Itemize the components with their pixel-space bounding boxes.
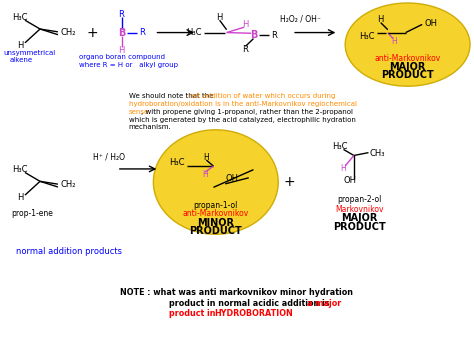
Text: H: H: [17, 193, 23, 202]
Text: B: B: [118, 27, 125, 37]
Text: propan-1-ol: propan-1-ol: [193, 201, 238, 210]
Text: alkene: alkene: [10, 57, 33, 63]
Text: which is generated by the acid catalyzed, electrophilic hydration: which is generated by the acid catalyzed…: [128, 117, 356, 123]
Text: H₃C: H₃C: [12, 165, 28, 174]
Text: organo boran compound: organo boran compound: [79, 54, 165, 60]
Text: MINOR: MINOR: [197, 218, 234, 228]
Text: HYDROBORATION: HYDROBORATION: [214, 309, 293, 318]
Text: H: H: [202, 170, 208, 180]
Text: PRODUCT: PRODUCT: [333, 222, 386, 232]
Text: where R = H or   alkyl group: where R = H or alkyl group: [79, 62, 178, 68]
Text: H: H: [118, 46, 125, 55]
Text: normal addition products: normal addition products: [16, 247, 121, 256]
Text: product in normal acidic addition is: product in normal acidic addition is: [169, 299, 332, 308]
Text: CH₂: CH₂: [60, 28, 76, 37]
Text: H₃C: H₃C: [332, 142, 347, 151]
Text: H₃C: H₃C: [169, 158, 184, 167]
Text: anti-Markovnikov: anti-Markovnikov: [374, 54, 441, 62]
Text: Markovnikov: Markovnikov: [335, 205, 384, 214]
Text: H₃C: H₃C: [186, 28, 201, 37]
Text: sense: sense: [128, 109, 149, 115]
Text: H: H: [391, 37, 397, 46]
Text: anti-Markovnikov: anti-Markovnikov: [182, 210, 249, 218]
Text: R: R: [118, 10, 125, 19]
Text: mechanism.: mechanism.: [128, 125, 172, 131]
Text: CH₃: CH₃: [370, 149, 385, 158]
Text: We should note that the: We should note that the: [128, 93, 215, 99]
Text: net addition of water which occurs during: net addition of water which occurs durin…: [189, 93, 336, 99]
Text: R: R: [139, 28, 145, 37]
Text: H: H: [17, 41, 23, 50]
Text: OH: OH: [226, 174, 239, 183]
Text: +: +: [87, 26, 98, 40]
Text: OH: OH: [344, 176, 356, 185]
Text: propan-2-ol: propan-2-ol: [337, 195, 382, 204]
Text: MAJOR: MAJOR: [390, 62, 426, 72]
Text: MAJOR: MAJOR: [341, 213, 378, 223]
Text: H⁺ / H₂O: H⁺ / H₂O: [93, 153, 125, 162]
Text: R: R: [271, 31, 277, 40]
Text: R: R: [243, 45, 248, 54]
Text: unsymmetrical: unsymmetrical: [4, 50, 56, 56]
Text: OH: OH: [425, 19, 438, 28]
Text: H: H: [340, 164, 346, 173]
Text: B: B: [250, 30, 257, 40]
Text: H₃C: H₃C: [12, 13, 28, 22]
Ellipse shape: [154, 130, 278, 234]
Text: PRODUCT: PRODUCT: [190, 226, 242, 236]
Text: NOTE : what was anti markovnikov minor hydration: NOTE : what was anti markovnikov minor h…: [120, 288, 354, 297]
Text: a major: a major: [307, 299, 341, 308]
Text: product in: product in: [169, 309, 218, 318]
Text: H₃C: H₃C: [359, 32, 374, 41]
Text: , with propene giving 1-propanol, rather than the 2-propanol: , with propene giving 1-propanol, rather…: [141, 109, 353, 115]
Text: prop-1-ene: prop-1-ene: [11, 210, 53, 218]
Text: PRODUCT: PRODUCT: [381, 70, 434, 80]
Text: CH₂: CH₂: [60, 180, 76, 189]
Text: H: H: [242, 20, 249, 29]
Ellipse shape: [345, 3, 470, 86]
Text: H₂O₂ / OH⁻: H₂O₂ / OH⁻: [280, 15, 321, 24]
Text: H: H: [216, 13, 223, 22]
Text: H: H: [377, 15, 384, 24]
Text: hydroboration/oxidation is in the anti-Markovnikov regiochemical: hydroboration/oxidation is in the anti-M…: [128, 101, 356, 107]
Text: H: H: [203, 153, 209, 162]
Text: +: +: [284, 175, 296, 189]
